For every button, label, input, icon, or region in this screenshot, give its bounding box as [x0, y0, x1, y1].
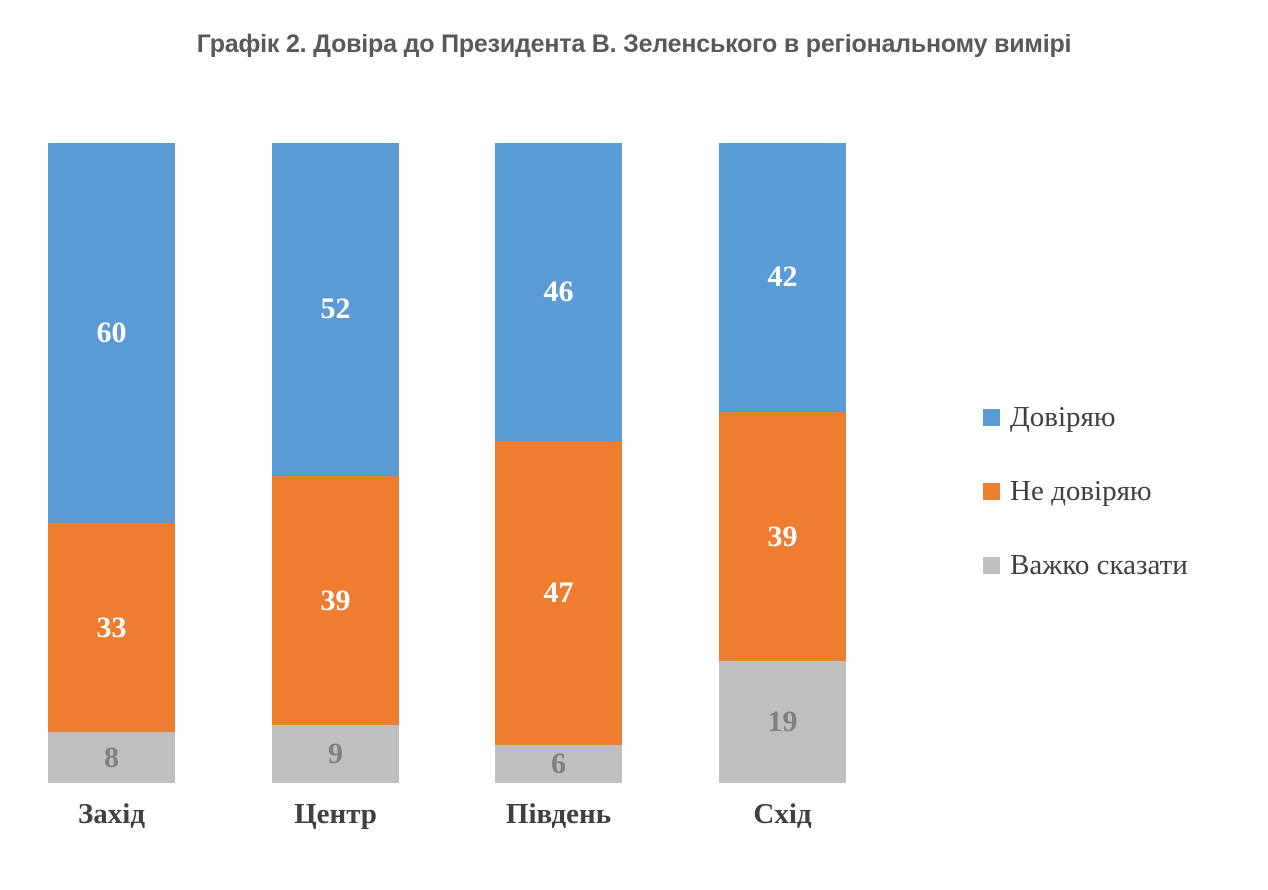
category-label-pivden: Південь [505, 798, 612, 830]
legend-label: Важко сказати [1010, 548, 1188, 581]
bar-segment-trust[interactable]: 60 [48, 143, 175, 524]
bar-segment-value: 8 [104, 740, 119, 774]
bar-segment-trust[interactable]: 52 [272, 143, 399, 476]
bar-segment-value: 9 [328, 737, 343, 771]
bar-segment-value: 19 [767, 705, 798, 739]
category-label-tsentr: Центр [294, 798, 377, 830]
bar-segment-hardtosay[interactable]: 8 [48, 732, 175, 783]
bar-segment-hardtosay[interactable]: 9 [272, 725, 399, 783]
stacked-bar[interactable]: 52 39 9 [272, 143, 399, 783]
bar-segment-trust[interactable]: 42 [719, 143, 846, 412]
stacked-bar[interactable]: 46 47 6 [495, 143, 622, 783]
bar-segment-value: 47 [543, 575, 574, 609]
bar-segment-distrust[interactable]: 47 [495, 440, 622, 745]
page-title: Графік 2. Довіра до Президента В. Зеленс… [196, 30, 1072, 58]
bar-group-zahid: 60 33 8 Захід [48, 143, 175, 830]
category-label-zahid: Захід [77, 798, 146, 830]
bar-segment-value: 42 [767, 260, 798, 294]
bar-segment-value: 39 [320, 583, 351, 617]
chart-legend: Довіряю Не довіряю Важко сказати [983, 380, 1253, 602]
legend-item-trust[interactable]: Довіряю [983, 380, 1253, 454]
legend-item-hardtosay[interactable]: Важко сказати [983, 528, 1253, 602]
legend-swatch-icon [983, 556, 1000, 574]
legend-swatch-icon [983, 408, 1000, 426]
bar-group-pivden: 46 47 6 Південь [495, 143, 622, 830]
bar-group-skhid: 42 39 19 Схід [719, 143, 846, 830]
bar-segment-hardtosay[interactable]: 6 [495, 744, 622, 783]
category-label-skhid: Схід [753, 798, 812, 830]
legend-label: Довіряю [1010, 400, 1116, 433]
bar-segment-value: 39 [767, 519, 798, 553]
legend-label: Не довіряю [1010, 474, 1152, 507]
bar-segment-distrust[interactable]: 33 [48, 523, 175, 733]
chart-plot-area: 60 33 8 Захід 52 39 9 Центр [48, 143, 848, 830]
bar-segment-trust[interactable]: 46 [495, 143, 622, 441]
stacked-bar[interactable]: 42 39 19 [719, 143, 846, 783]
bar-segment-hardtosay[interactable]: 19 [719, 661, 846, 783]
bar-segment-value: 46 [543, 274, 574, 308]
bar-segment-distrust[interactable]: 39 [719, 411, 846, 662]
bar-segment-value: 6 [551, 746, 566, 780]
legend-swatch-icon [983, 482, 1000, 500]
stacked-bar[interactable]: 60 33 8 [48, 143, 175, 783]
bar-segment-value: 52 [320, 292, 351, 326]
legend-item-distrust[interactable]: Не довіряю [983, 454, 1253, 528]
bar-segment-value: 60 [96, 316, 127, 350]
bar-segment-value: 33 [96, 610, 127, 644]
bar-segment-distrust[interactable]: 39 [272, 475, 399, 726]
bar-group-tsentr: 52 39 9 Центр [272, 143, 399, 830]
